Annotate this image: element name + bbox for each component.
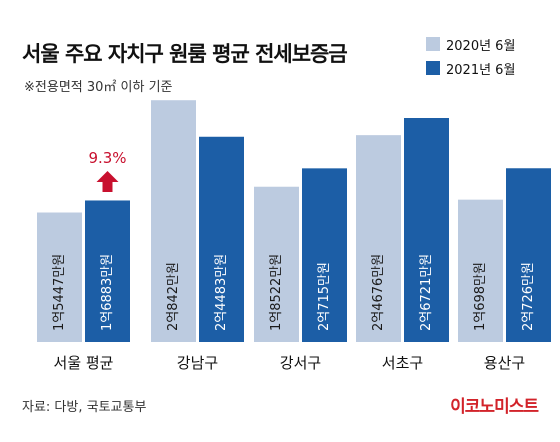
bar-value-label-2020-0: 1억5447만원 — [52, 254, 67, 331]
bar-value-label-2021-0: 1억6883만원 — [100, 254, 115, 331]
growth-annotation: 9.3% — [88, 149, 126, 167]
legend-swatch-2020 — [426, 37, 440, 51]
up-arrow-icon — [96, 171, 119, 192]
legend: 2020년 6월 2021년 6월 — [426, 36, 515, 84]
source-note: 자료: 다방, 국토교통부 — [22, 400, 147, 415]
bar-2021-0 — [85, 200, 130, 342]
bar-value-label-2020-2: 1억8522만원 — [269, 254, 284, 331]
bar-2021-1 — [199, 136, 244, 342]
brand-logo: 이코노미스트 — [450, 397, 539, 417]
bar-value-label-2021-2: 2억715만원 — [317, 262, 332, 331]
bar-2021-2 — [302, 168, 347, 342]
bar-2021-3 — [404, 118, 449, 342]
bar-2021-4 — [506, 168, 551, 342]
chart-note: ※전용면적 30㎡ 이하 기준 — [24, 80, 173, 95]
bar-value-label-2021-3: 2억6721만원 — [419, 254, 434, 331]
legend-item-2020: 2020년 6월 — [426, 36, 516, 54]
category-label-2: 강서구 — [280, 354, 321, 372]
bar-value-label-2020-1: 2억842만원 — [166, 262, 181, 331]
legend-label-2021: 2021년 6월 — [446, 62, 516, 78]
legend-swatch-2021 — [426, 61, 440, 75]
category-label-4: 용산구 — [484, 354, 525, 372]
category-label-3: 서초구 — [382, 354, 423, 372]
bar-2020-3 — [356, 135, 401, 342]
bar-value-label-2021-1: 2억4483만원 — [214, 254, 229, 331]
chart-title: 서울 주요 자치구 원룸 평균 전세보증금 — [22, 42, 348, 66]
legend-label-2020: 2020년 6월 — [446, 38, 516, 54]
bar-2020-2 — [254, 186, 299, 342]
category-label-0: 서울 평균 — [54, 354, 114, 372]
legend-item-2021: 2021년 6월 — [426, 60, 516, 78]
category-label-1: 강남구 — [177, 354, 218, 372]
bar-2020-4 — [458, 199, 503, 342]
bar-2020-0 — [37, 212, 82, 342]
bar-value-label-2021-4: 2억726만원 — [521, 262, 536, 331]
bar-value-label-2020-3: 2억4676만원 — [371, 254, 386, 331]
bar-value-label-2020-4: 1억698만원 — [473, 262, 488, 331]
bar-2020-1 — [151, 100, 196, 343]
